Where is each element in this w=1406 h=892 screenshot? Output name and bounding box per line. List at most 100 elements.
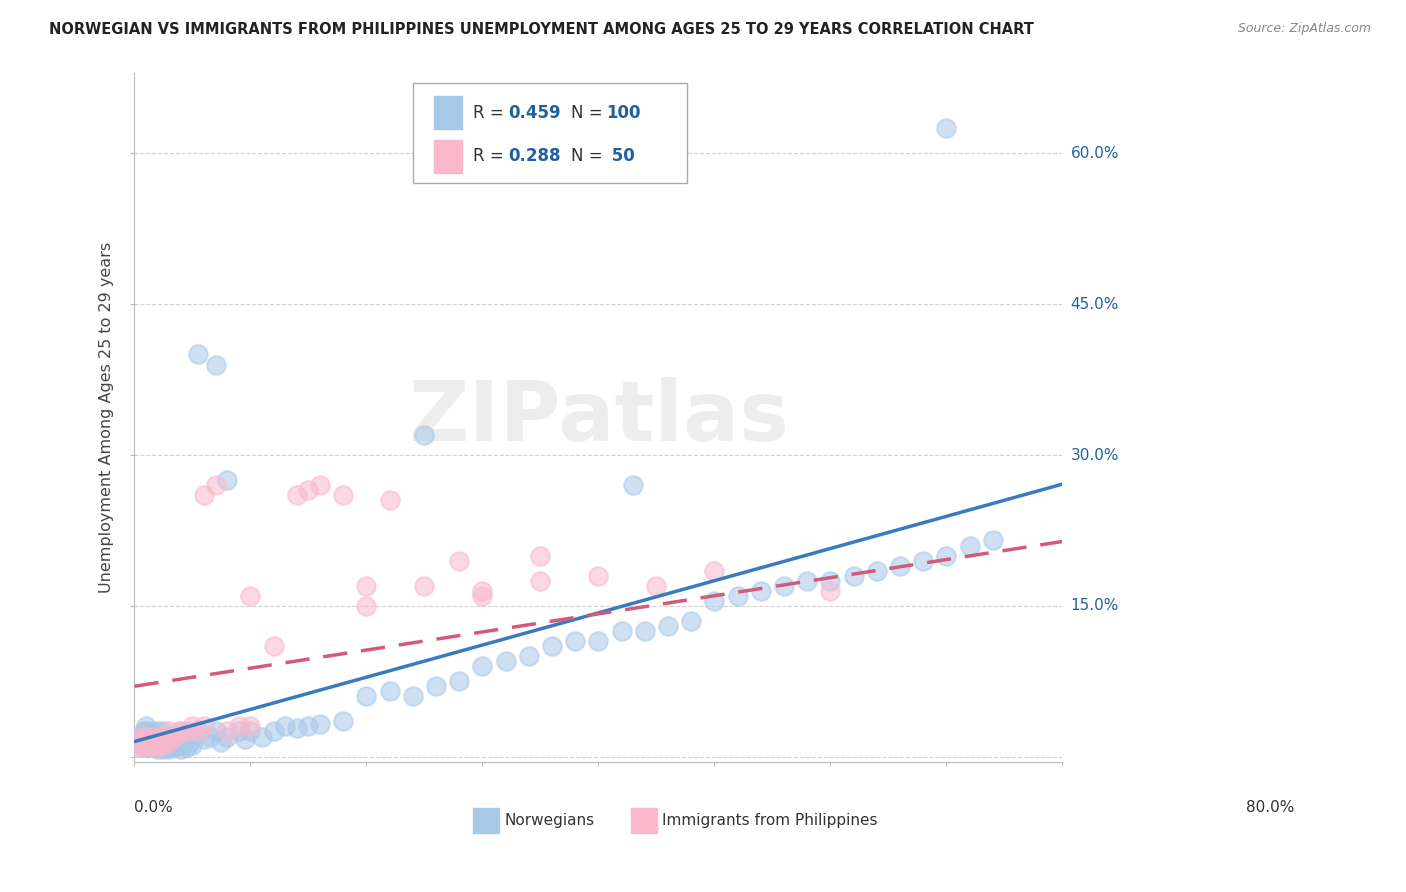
Point	[138, 730, 160, 744]
Point	[149, 739, 172, 754]
Point	[285, 488, 308, 502]
Point	[135, 719, 157, 733]
Point	[187, 347, 209, 361]
Point	[588, 568, 610, 582]
Point	[152, 724, 174, 739]
Text: NORWEGIAN VS IMMIGRANTS FROM PHILIPPINES UNEMPLOYMENT AMONG AGES 25 TO 29 YEARS : NORWEGIAN VS IMMIGRANTS FROM PHILIPPINES…	[49, 22, 1033, 37]
Point	[135, 739, 157, 754]
Point	[211, 734, 233, 748]
Point	[239, 719, 262, 733]
Text: Immigrants from Philippines: Immigrants from Philippines	[662, 813, 877, 828]
Point	[165, 730, 187, 744]
Point	[167, 738, 190, 752]
Point	[149, 731, 172, 746]
Point	[141, 724, 163, 739]
Point	[332, 488, 354, 502]
Text: Source: ZipAtlas.com: Source: ZipAtlas.com	[1237, 22, 1371, 36]
Text: 0.288: 0.288	[509, 147, 561, 166]
Text: R =: R =	[474, 147, 509, 166]
Point	[160, 739, 183, 754]
Point	[146, 741, 169, 756]
Point	[135, 738, 157, 752]
Point	[152, 738, 174, 752]
Point	[634, 624, 657, 638]
Point	[141, 739, 163, 754]
Point	[129, 734, 152, 748]
Point	[170, 724, 193, 739]
Point	[138, 739, 160, 754]
Point	[132, 724, 155, 739]
Text: 0.0%: 0.0%	[135, 799, 173, 814]
Point	[796, 574, 818, 588]
Point	[588, 634, 610, 648]
Bar	[631, 808, 657, 832]
Point	[176, 730, 198, 744]
Point	[156, 739, 179, 754]
Point	[193, 731, 215, 746]
Point	[156, 734, 179, 748]
Point	[129, 739, 152, 754]
Text: 0.459: 0.459	[509, 103, 561, 122]
Point	[378, 684, 401, 698]
Point	[181, 719, 204, 733]
Point	[165, 739, 187, 754]
Point	[152, 738, 174, 752]
Point	[152, 741, 174, 756]
Point	[610, 624, 633, 638]
Point	[198, 730, 221, 744]
Point	[176, 739, 198, 754]
FancyBboxPatch shape	[413, 83, 686, 183]
Point	[149, 730, 172, 744]
Point	[727, 589, 749, 603]
Point	[157, 738, 180, 752]
Point	[517, 649, 540, 664]
Point	[866, 564, 889, 578]
Point	[820, 574, 842, 588]
Point	[842, 568, 865, 582]
Point	[193, 719, 215, 733]
Point	[959, 539, 981, 553]
Point	[170, 741, 193, 756]
Point	[146, 738, 169, 752]
Point	[449, 674, 471, 689]
Point	[297, 719, 319, 733]
Point	[285, 722, 308, 736]
Point	[529, 574, 551, 588]
Point	[135, 724, 157, 739]
Point	[402, 690, 425, 704]
Point	[146, 730, 169, 744]
Point	[193, 488, 215, 502]
Point	[179, 734, 201, 748]
Point	[449, 553, 471, 567]
Point	[138, 734, 160, 748]
Point	[204, 724, 226, 739]
Point	[132, 738, 155, 752]
Point	[471, 589, 494, 603]
Point	[146, 724, 169, 739]
Point	[132, 739, 155, 754]
Bar	[434, 96, 463, 129]
Point	[146, 730, 169, 744]
Point	[250, 730, 273, 744]
Text: 30.0%: 30.0%	[1071, 448, 1119, 463]
Point	[471, 659, 494, 673]
Point	[217, 724, 239, 739]
Point	[145, 734, 167, 748]
Point	[156, 731, 179, 746]
Point	[529, 549, 551, 563]
Point	[165, 731, 187, 746]
Point	[146, 739, 169, 754]
Point	[309, 717, 332, 731]
Text: N =: N =	[571, 103, 607, 122]
Point	[187, 724, 209, 739]
Point	[425, 679, 447, 693]
Point	[157, 730, 180, 744]
Point	[356, 690, 378, 704]
Point	[129, 734, 152, 748]
Point	[935, 549, 957, 563]
Point	[703, 564, 725, 578]
Point	[129, 730, 152, 744]
Text: Norwegians: Norwegians	[505, 813, 595, 828]
Point	[141, 738, 163, 752]
Point	[181, 738, 204, 752]
